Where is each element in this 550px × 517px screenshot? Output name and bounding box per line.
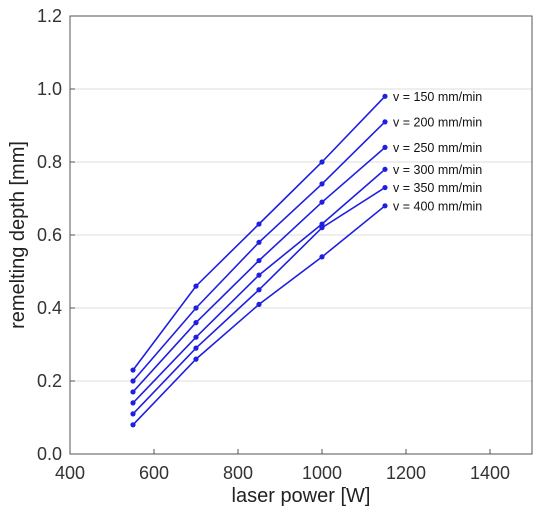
- data-point: [193, 345, 199, 351]
- data-point: [130, 400, 136, 406]
- y-tick-label: 0.4: [37, 298, 62, 318]
- data-point: [319, 199, 325, 205]
- data-point: [319, 254, 325, 260]
- series-line: [132, 146, 386, 393]
- data-point: [256, 287, 262, 293]
- data-point: [256, 257, 262, 264]
- data-point: [193, 356, 199, 362]
- x-tick-label: 800: [223, 463, 253, 483]
- series-label: v = 250 mm/min: [393, 141, 482, 155]
- series-label: v = 150 mm/min: [393, 90, 482, 104]
- data-point: [319, 221, 325, 227]
- data-point: [130, 422, 136, 428]
- data-point: [319, 181, 325, 187]
- data-point: [193, 305, 199, 311]
- data-point: [319, 159, 325, 165]
- x-tick-label: 1200: [386, 463, 426, 483]
- series-line: [132, 168, 386, 404]
- y-tick-label: 0.2: [37, 371, 62, 391]
- series-line: [132, 95, 386, 371]
- data-point: [256, 272, 262, 278]
- data-point: [382, 203, 388, 209]
- series-label: v = 200 mm/min: [393, 115, 482, 129]
- y-tick-label: 0.6: [37, 225, 62, 245]
- data-point: [130, 389, 136, 395]
- y-axis-title: remelting depth [mm]: [7, 141, 29, 329]
- data-point: [256, 239, 262, 245]
- data-point: [193, 334, 199, 340]
- x-tick-label: 1000: [302, 463, 342, 483]
- y-tick-label: 1.0: [37, 79, 62, 99]
- grid: [70, 88, 532, 382]
- data-point: [130, 411, 136, 417]
- data-point: [382, 166, 388, 172]
- data-point: [256, 221, 262, 227]
- data-point: [256, 301, 262, 307]
- data-point: [130, 367, 136, 373]
- series-labels: v = 150 mm/min v = 200 mm/min v = 250 mm/m…: [393, 90, 482, 214]
- data-point: [193, 320, 199, 326]
- y-tick-label: 1.2: [37, 6, 62, 26]
- x-tick-label: 400: [55, 463, 85, 483]
- series-label: v = 350 mm/min: [393, 181, 482, 195]
- y-tick-label: 0.0: [37, 444, 62, 464]
- data-point: [382, 93, 388, 99]
- data-point: [130, 378, 136, 384]
- y-tick-label: 0.8: [37, 152, 62, 172]
- series-line: [132, 205, 386, 426]
- x-tick-label: 600: [139, 463, 169, 483]
- x-tick-label: 1400: [470, 463, 510, 483]
- data-point: [382, 184, 388, 191]
- series-label: v = 400 mm/min: [393, 199, 482, 213]
- data-point: [382, 119, 388, 125]
- data-point: [382, 144, 388, 150]
- series-label: v = 300 mm/min: [393, 163, 482, 177]
- data-point: [319, 225, 325, 231]
- x-axis-title: laser power [W]: [232, 485, 371, 507]
- data-point: [193, 283, 199, 289]
- series-group: [130, 93, 388, 428]
- series-line: [132, 121, 386, 382]
- ticks: 0.0 0.2 0.4 0.6 0.8 1.0 1.2 400 600 800 1000 1200 14…: [37, 6, 510, 483]
